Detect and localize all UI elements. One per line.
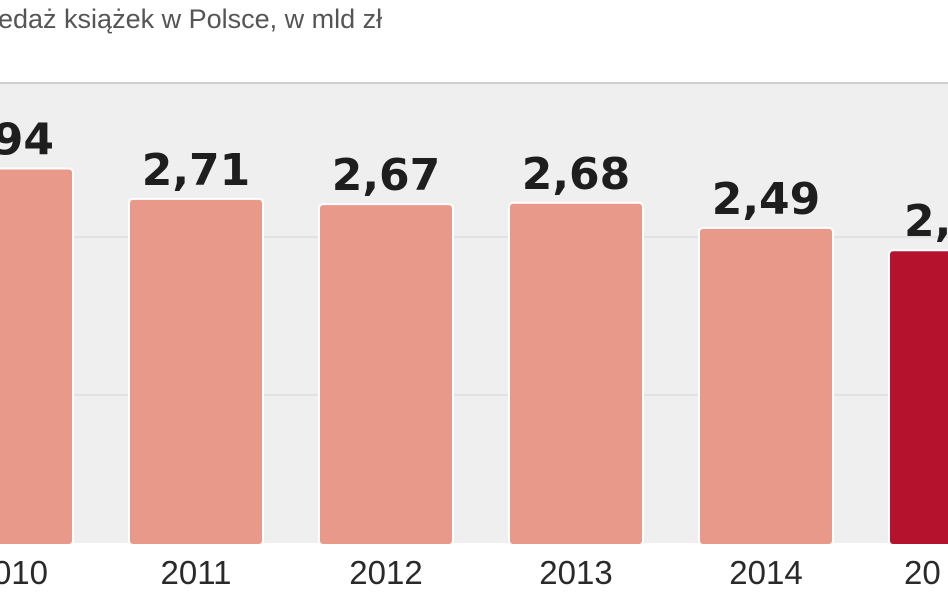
- value-label: 2,67: [332, 150, 441, 201]
- bar: [698, 226, 834, 546]
- bar: [128, 197, 264, 547]
- bar: [318, 203, 454, 546]
- value-label: 2,71: [142, 145, 251, 196]
- x-tick-label: 010: [0, 554, 48, 591]
- value-label: 2,: [904, 196, 948, 247]
- bar: [888, 249, 948, 546]
- bar: [508, 201, 644, 546]
- bar: [0, 167, 74, 546]
- value-label: 2,68: [522, 149, 631, 200]
- x-tick-label: 2013: [539, 554, 612, 591]
- x-tick-label: 2012: [349, 554, 422, 591]
- x-tick-label: 20: [904, 554, 941, 591]
- chart-title: edaż książek w Polsce, w mld zł: [0, 4, 383, 34]
- value-label: 94: [0, 115, 54, 166]
- x-tick-label: 2014: [729, 554, 802, 591]
- value-label: 2,49: [712, 174, 821, 225]
- x-tick-label: 2011: [161, 554, 232, 591]
